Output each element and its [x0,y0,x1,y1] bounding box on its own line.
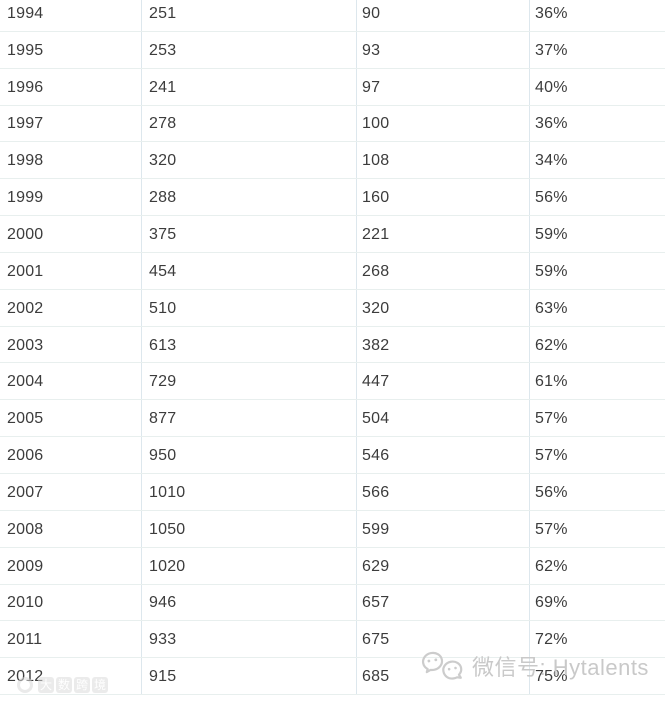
table-cell: 629 [357,547,530,584]
table-cell: 2012 [0,658,142,695]
table-cell: 1998 [0,142,142,179]
table-cell: 566 [357,473,530,510]
table-cell: 1994 [0,0,142,31]
table-cell: 2001 [0,252,142,289]
table-cell: 320 [142,142,357,179]
table-cell: 36% [535,115,568,133]
table-cell: 1050 [142,510,357,547]
table-cell: 1996 [0,68,142,105]
table-cell: 685 [357,658,530,695]
table-cell: 447 [357,363,530,400]
table-cell: 1020 [142,547,357,584]
table-cell: 454 [142,252,357,289]
table-cell: 100 [357,105,530,142]
table-row: 1997 278 100 36% [0,105,665,143]
table-cell: 72% [535,631,568,649]
table-cell: 221 [357,216,530,252]
table-row: 2012 915 685 75% [0,658,665,696]
table-cell: 546 [357,437,530,473]
table-cell: 1010 [142,473,357,510]
table-row: 2009 1020 629 62% [0,547,665,585]
table-cell: 268 [357,252,530,289]
table-cell: 915 [142,658,357,695]
table-cell: 251 [142,0,357,31]
table-cell: 1997 [0,105,142,142]
table-cell: 1999 [0,179,142,216]
table-cell: 61% [535,373,568,391]
table-cell: 2009 [0,547,142,584]
table-cell: 2004 [0,363,142,400]
table-cell: 57% [535,447,568,465]
table-cell: 933 [142,621,357,658]
table-cell: 90 [357,0,530,31]
table-cell: 62% [535,336,568,354]
table-cell: 59% [535,225,568,243]
table-row: 2001 454 268 59% [0,252,665,290]
table-cell: 108 [357,142,530,179]
table-row: 1998 320 108 34% [0,142,665,180]
table-row: 2006 950 546 57% [0,437,665,474]
table-cell: 56% [535,483,568,501]
table-row: 2002 510 320 63% [0,289,665,327]
table-cell: 36% [535,4,568,22]
table-cell: 510 [142,289,357,326]
table-cell: 93 [357,31,530,68]
table-row: 2005 877 504 57% [0,400,665,438]
table-cell: 288 [142,179,357,216]
table-cell: 97 [357,68,530,105]
table-cell: 2003 [0,326,142,363]
table-cell: 75% [535,668,568,686]
table-cell: 320 [357,289,530,326]
table-row: 2011 933 675 72% [0,621,665,659]
table-cell: 241 [142,68,357,105]
table-row: 2004 729 447 61% [0,363,665,401]
table-cell: 382 [357,326,530,363]
table-cell: 37% [535,41,568,59]
table-cell: 40% [535,78,568,96]
table-row: 1996 241 97 40% [0,68,665,106]
table-cell: 160 [357,179,530,216]
table-row: 2007 1010 566 56% [0,473,665,511]
table-cell: 69% [535,594,568,612]
table-cell: 253 [142,31,357,68]
table-row: 1999 288 160 56% [0,179,665,217]
table-cell: 2007 [0,473,142,510]
table-cell: 729 [142,363,357,400]
table-cell: 2002 [0,289,142,326]
table-cell: 57% [535,410,568,428]
table-cell: 375 [142,216,357,252]
table-cell: 34% [535,152,568,170]
table-row: 2003 613 382 62% [0,326,665,364]
table-cell: 2011 [0,621,142,658]
table-cell: 504 [357,400,530,437]
table-cell: 946 [142,584,357,621]
table-cell: 59% [535,262,568,280]
table-row: 1994 251 90 36% [0,0,665,32]
table-cell: 599 [357,510,530,547]
table-row: 1995 253 93 37% [0,31,665,69]
table-cell: 56% [535,189,568,207]
table-row: 2010 946 657 69% [0,584,665,622]
table-cell: 675 [357,621,530,658]
table-cell: 2010 [0,584,142,621]
table-row: 2008 1050 599 57% [0,510,665,548]
table-cell: 2000 [0,216,142,252]
table-cell: 613 [142,326,357,363]
table-cell: 950 [142,437,357,473]
table-cell: 2006 [0,437,142,473]
table-cell: 63% [535,299,568,317]
table-row: 2000 375 221 59% [0,216,665,253]
table-cell: 278 [142,105,357,142]
table-cell: 2008 [0,510,142,547]
table-cell: 1995 [0,31,142,68]
table-cell: 877 [142,400,357,437]
table-cell: 62% [535,557,568,575]
table-cell: 657 [357,584,530,621]
table-cell: 2005 [0,400,142,437]
table-cell: 57% [535,520,568,538]
